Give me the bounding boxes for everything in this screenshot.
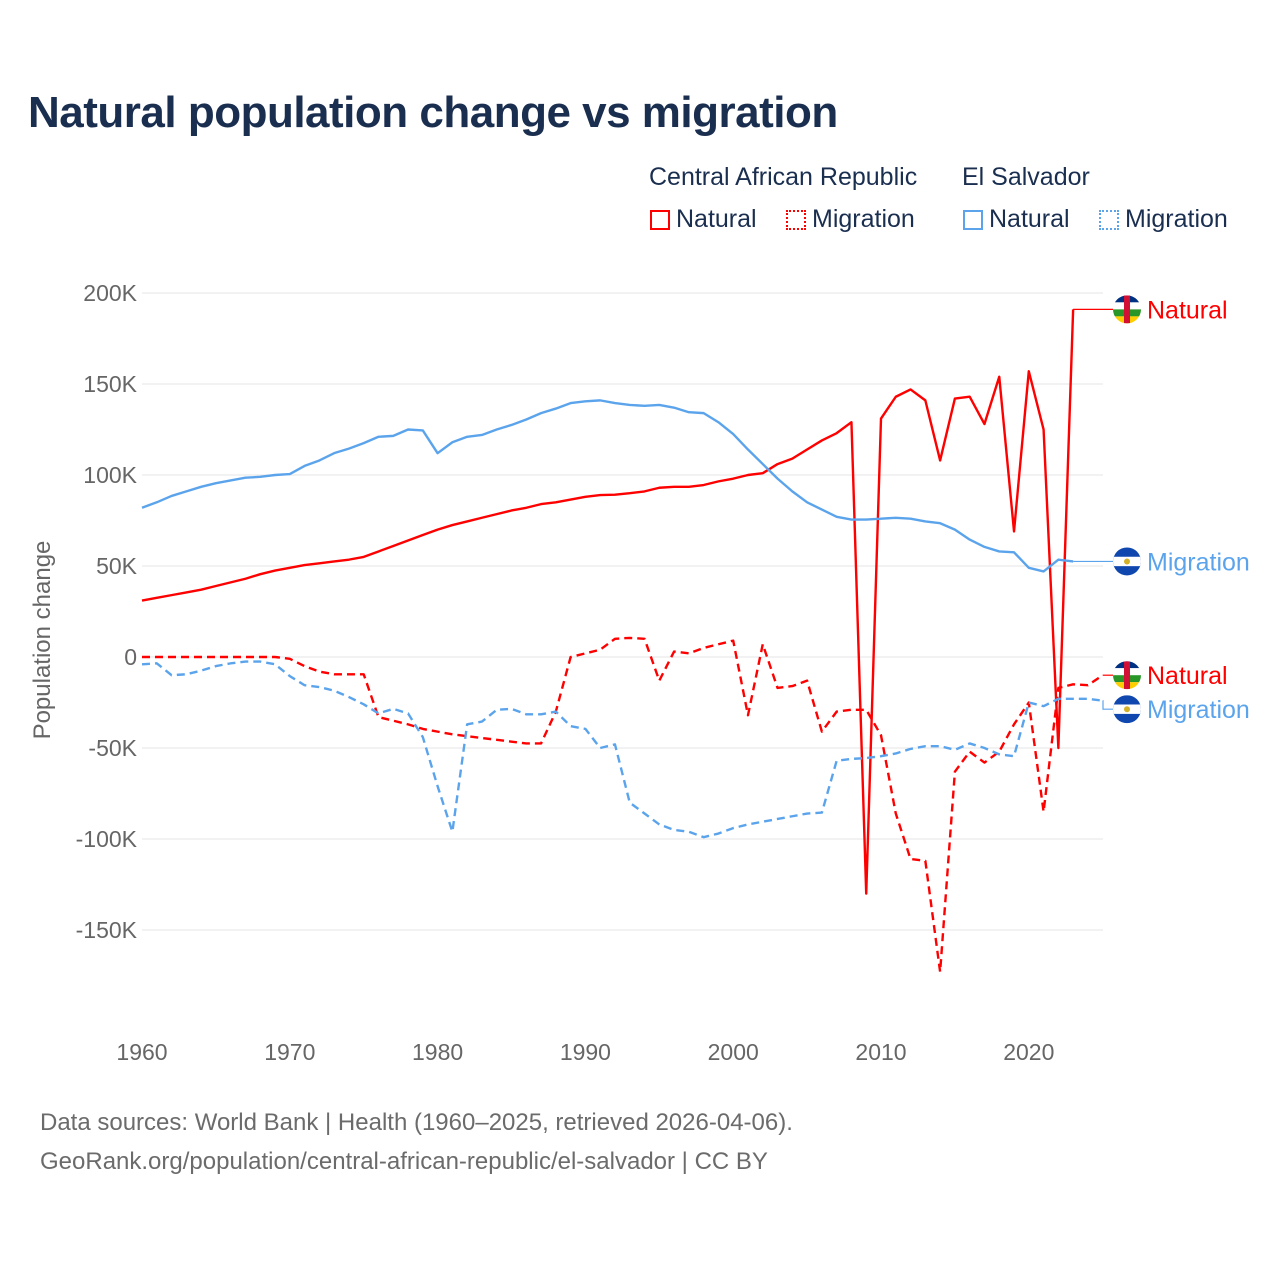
legend-es-natural[interactable]: Natural [963,205,1070,234]
series-end-label: Migration [1147,548,1250,576]
x-tick-label: 1980 [412,1039,463,1065]
footer-link[interactable]: GeoRank.org/population/central-african-r… [40,1148,768,1175]
y-tick-label: 0 [124,644,137,670]
legend-car-natural[interactable]: Natural [650,205,757,234]
x-tick-label: 1970 [264,1039,315,1065]
y-tick-label: -50K [88,735,137,761]
footer-sources: Data sources: World Bank | Health (1960–… [40,1109,793,1136]
x-tick-label: 2000 [708,1039,759,1065]
series-end-label: Migration [1147,696,1250,724]
legend-car-migration[interactable]: Migration [786,205,915,234]
x-tick-label: 2010 [855,1039,906,1065]
legend-es-migration[interactable]: Migration [1099,205,1228,234]
x-tick-label: 1990 [560,1039,611,1065]
car-migration-line [142,636,1104,974]
chart-title: Natural population change vs migration [28,88,838,137]
y-tick-label: 150K [83,371,137,397]
y-tick-label: 100K [83,462,137,488]
dotted-line-swatch-icon [786,209,806,230]
series-end-label: Natural [1147,296,1228,324]
dotted-line-swatch-icon [1099,209,1119,230]
legend-label: Natural [676,205,757,233]
x-tick-label: 1960 [116,1039,167,1065]
legend-group-el-salvador: El Salvador [962,163,1090,191]
el-salvador-natural-line [141,399,1074,573]
y-tick-label: -150K [76,917,138,943]
solid-line-swatch-icon [650,209,670,230]
y-tick-label: -100K [76,826,138,852]
car-natural-line [141,309,1075,895]
legend-label: Migration [1125,205,1228,233]
y-tick-label: 50K [96,553,138,579]
x-tick-label: 2020 [1003,1039,1054,1065]
y-tick-label: 200K [83,280,137,306]
series-end-label: Natural [1147,662,1228,690]
el-salvador-migration-line [141,660,1103,839]
y-axis-label: Population change [29,541,56,740]
label-connector [1102,700,1113,710]
car-flag-icon [1113,295,1141,324]
legend-label: Migration [812,205,915,233]
legend-group-car: Central African Republic [649,163,918,191]
el-salvador-flag-icon [1113,695,1141,724]
legend-label: Natural [989,205,1070,233]
car-flag-icon [1113,661,1141,690]
solid-line-swatch-icon [963,209,983,230]
el-salvador-flag-icon [1113,547,1141,576]
